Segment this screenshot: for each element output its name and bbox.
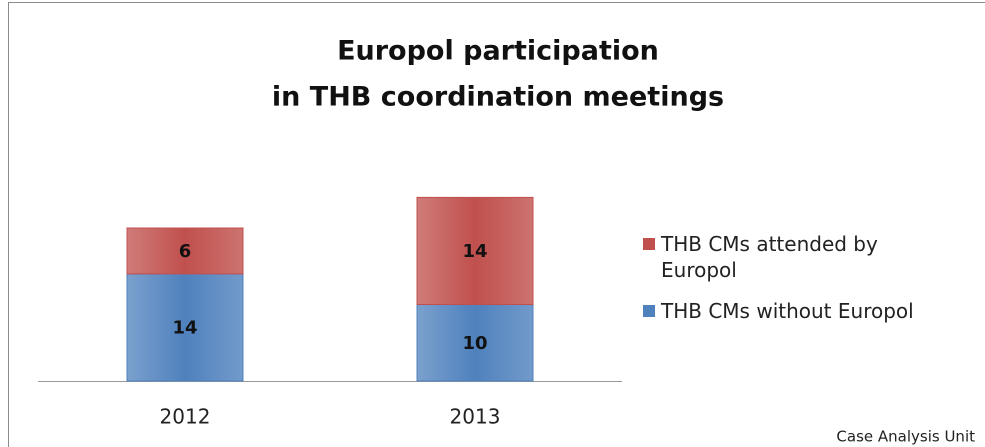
legend-label: THB CMs without Europol bbox=[661, 299, 914, 323]
data-label: 14 bbox=[172, 317, 197, 338]
legend-swatch bbox=[643, 238, 655, 250]
footnote: Case Analysis Unit bbox=[836, 428, 975, 446]
x-tick-label: 2012 bbox=[160, 405, 211, 429]
legend-label: THB CMs attended by Europol bbox=[661, 232, 878, 282]
bar-segment bbox=[416, 196, 534, 305]
frame bbox=[8, 2, 985, 447]
bar-segment bbox=[126, 227, 244, 275]
chart-title: Europol participation bbox=[337, 36, 659, 67]
legend-item: THB CMs without Europol bbox=[643, 298, 973, 324]
data-label: 10 bbox=[462, 333, 487, 354]
legend-swatch bbox=[643, 305, 655, 317]
data-label: 14 bbox=[462, 241, 487, 262]
bar-segment bbox=[126, 273, 244, 382]
chart-title: in THB coordination meetings bbox=[272, 82, 724, 113]
legend-item: THB CMs attended by Europol bbox=[643, 231, 973, 283]
data-label: 6 bbox=[179, 241, 192, 262]
bar-segment bbox=[416, 304, 534, 382]
x-tick-label: 2013 bbox=[450, 405, 501, 429]
